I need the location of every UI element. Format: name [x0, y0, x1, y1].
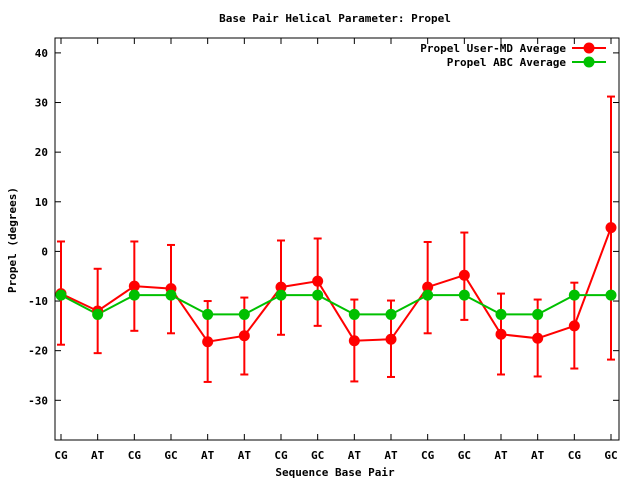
x-tick-label: GC	[604, 449, 617, 462]
data-point-abc	[605, 289, 617, 301]
x-tick-label: AT	[531, 449, 545, 462]
y-tick-label: -20	[28, 345, 48, 358]
y-tick-label: 30	[35, 97, 48, 110]
axes: -30 -20 -10 0 10 20 30 40 CG AT CG GC AT AT CG GC AT AT CG…	[28, 38, 619, 462]
legend-label-user-md: Propel User-MD Average	[420, 42, 566, 55]
data-point-abc	[348, 308, 360, 320]
data-point-abc	[312, 289, 324, 301]
x-tick-label: CG	[274, 449, 288, 462]
data-point-user-md	[532, 332, 544, 344]
chart-title: Base Pair Helical Parameter: Propel	[219, 12, 451, 25]
legend-label-abc: Propel ABC Average	[447, 56, 567, 69]
x-tick-label: AT	[348, 449, 362, 462]
data-point-user-md	[495, 328, 507, 340]
legend-marker-abc	[583, 56, 595, 68]
x-tick-label: GC	[458, 449, 471, 462]
y-tick-label: 40	[35, 47, 48, 60]
y-axis-label: Propel (degrees)	[6, 187, 19, 293]
data-point-user-md	[605, 222, 617, 234]
data-point-user-md	[458, 269, 470, 281]
data-point-abc	[275, 289, 287, 301]
data-point-abc	[128, 289, 140, 301]
x-axis-label: Sequence Base Pair	[275, 466, 395, 479]
data-point-abc	[532, 308, 544, 320]
data-point-abc	[458, 289, 470, 301]
series-layer	[55, 95, 617, 383]
plot-frame	[54, 37, 620, 441]
x-tick-label: AT	[201, 449, 215, 462]
data-point-user-md	[312, 275, 324, 287]
series-line-abc	[60, 294, 611, 316]
data-point-user-md	[202, 336, 214, 348]
data-point-user-md	[422, 281, 434, 293]
x-tick-label: AT	[91, 449, 105, 462]
data-point-abc	[495, 308, 507, 320]
legend: Propel User-MD Average Propel ABC Averag…	[420, 42, 606, 69]
y-tick-label: 20	[35, 146, 48, 159]
y-tick-label: 10	[35, 196, 48, 209]
x-tick-label: CG	[421, 449, 435, 462]
x-tick-label: AT	[384, 449, 398, 462]
series-line-user-md	[60, 227, 612, 343]
y-tick-label: -10	[28, 295, 48, 308]
x-tick-label: GC	[311, 449, 324, 462]
data-point-abc	[422, 289, 434, 301]
data-point-user-md	[275, 281, 287, 293]
x-tick-label: GC	[164, 449, 177, 462]
x-tick-label: AT	[494, 449, 508, 462]
data-point-user-md	[568, 320, 580, 332]
x-tick-label: CG	[54, 449, 68, 462]
y-tick-label: 0	[41, 245, 48, 258]
legend-marker-user-md	[583, 42, 595, 54]
x-tick-label: AT	[238, 449, 252, 462]
y-tick-label: -30	[28, 394, 48, 407]
data-point-abc	[385, 308, 397, 320]
data-point-abc	[92, 308, 104, 320]
data-point-abc	[55, 289, 67, 301]
data-point-abc	[165, 289, 177, 301]
data-point-abc	[568, 289, 580, 301]
data-point-user-md	[385, 333, 397, 345]
data-point-user-md	[128, 280, 140, 292]
x-tick-label: CG	[128, 449, 142, 462]
data-point-user-md	[348, 335, 360, 347]
x-tick-label: CG	[568, 449, 582, 462]
data-point-abc	[202, 308, 214, 320]
data-point-user-md	[238, 330, 250, 342]
data-point-abc	[238, 308, 250, 320]
